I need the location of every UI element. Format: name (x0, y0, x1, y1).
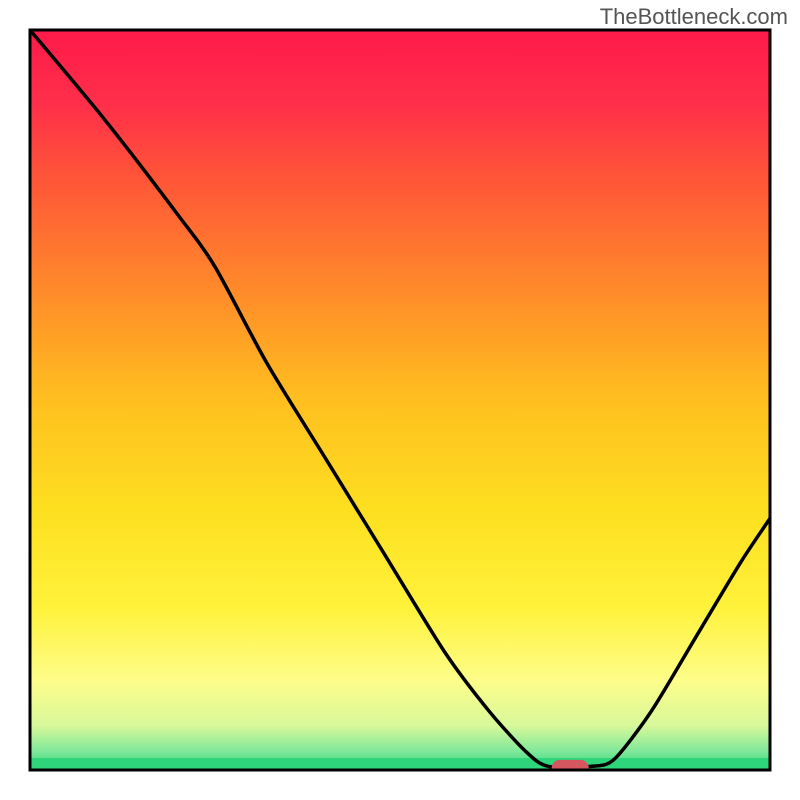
bottleneck-chart (0, 0, 800, 800)
chart-container: TheBottleneck.com (0, 0, 800, 800)
watermark-text: TheBottleneck.com (600, 4, 788, 30)
plot-background (30, 30, 770, 770)
green-baseline-band (30, 758, 770, 770)
optimal-point-marker (552, 760, 589, 776)
